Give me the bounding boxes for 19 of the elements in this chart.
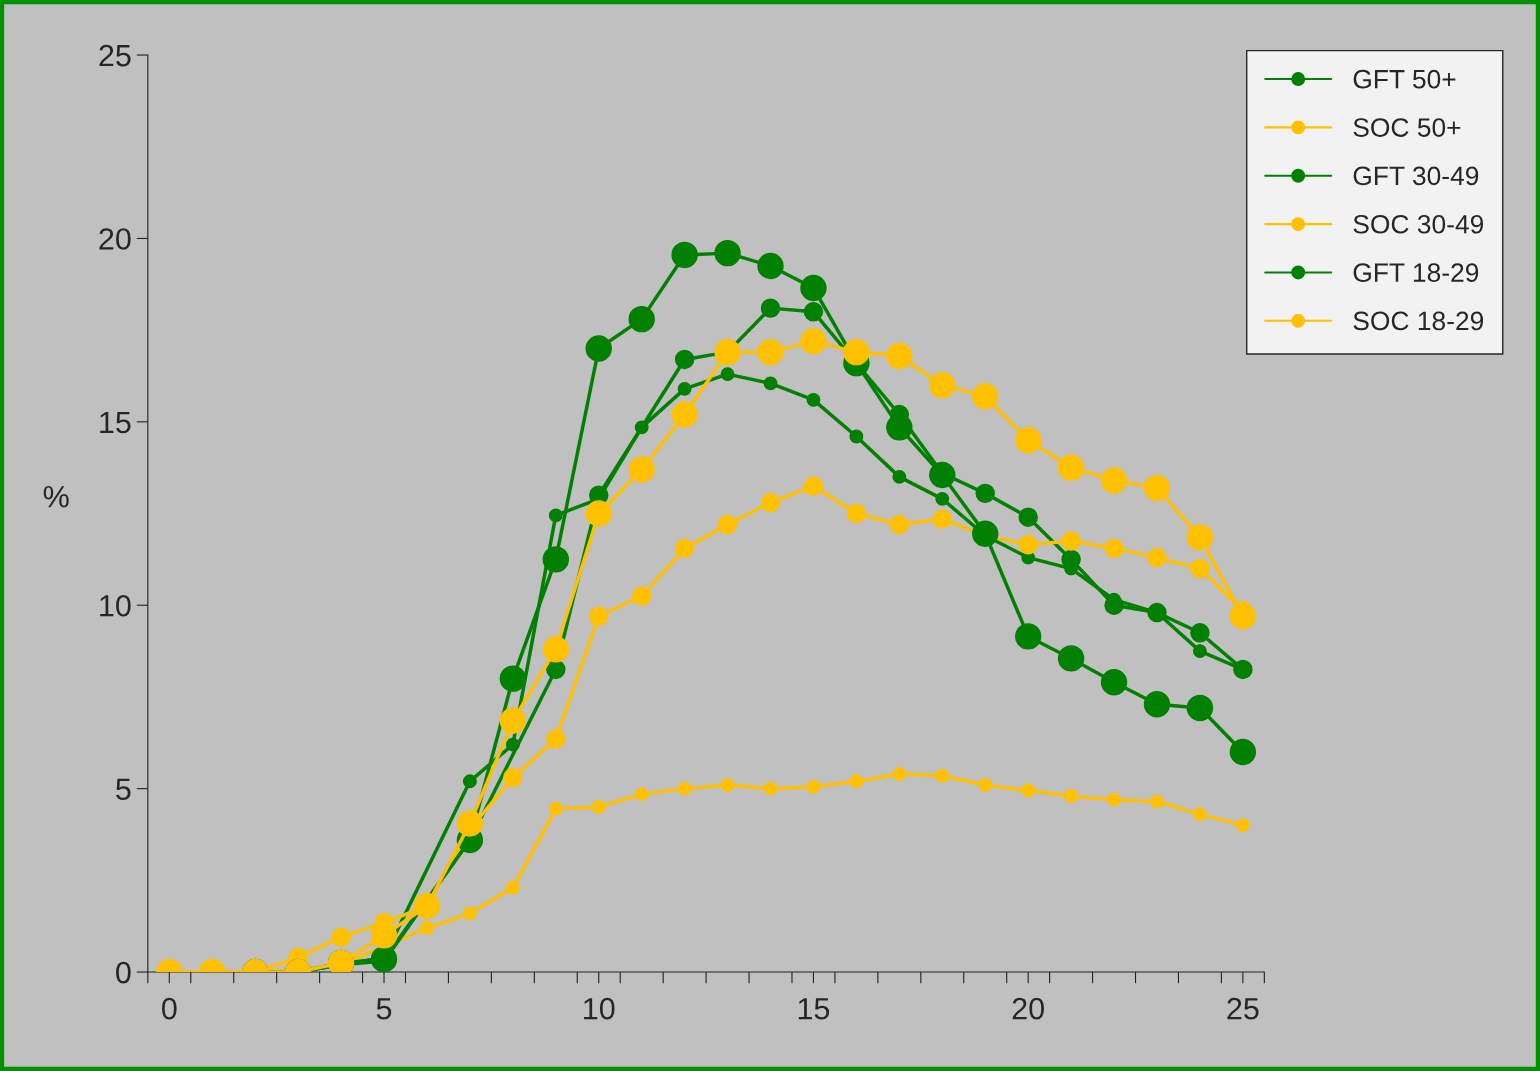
y-tick-label: 5 [116, 778, 131, 801]
y-tick-label: 0 [116, 961, 131, 984]
legend-label: SOC 18-29 [1353, 311, 1484, 331]
x-tick-label: 15 [798, 998, 830, 1020]
x-tick-label: 5 [376, 998, 392, 1020]
x-tick-label: 20 [1012, 997, 1044, 1020]
y-tick-label: 15 [100, 411, 131, 434]
x-tick-label: 10 [584, 997, 615, 1020]
legend-label: SOC 30-49 [1353, 214, 1484, 234]
legend-label: GFT 50+ [1353, 69, 1456, 89]
legend-label: SOC 50+ [1353, 118, 1461, 137]
y-tick-label: 25 [99, 44, 131, 67]
y-axis-title: % [43, 486, 69, 508]
x-tick-label: 25 [1227, 997, 1259, 1020]
y-tick-label: 20 [99, 228, 131, 250]
legend-label: GFT 18-29 [1353, 263, 1479, 282]
legend-label: GFT 30-49 [1353, 166, 1479, 186]
x-tick-label: 0 [162, 997, 177, 1020]
y-tick-label: 10 [100, 594, 131, 617]
